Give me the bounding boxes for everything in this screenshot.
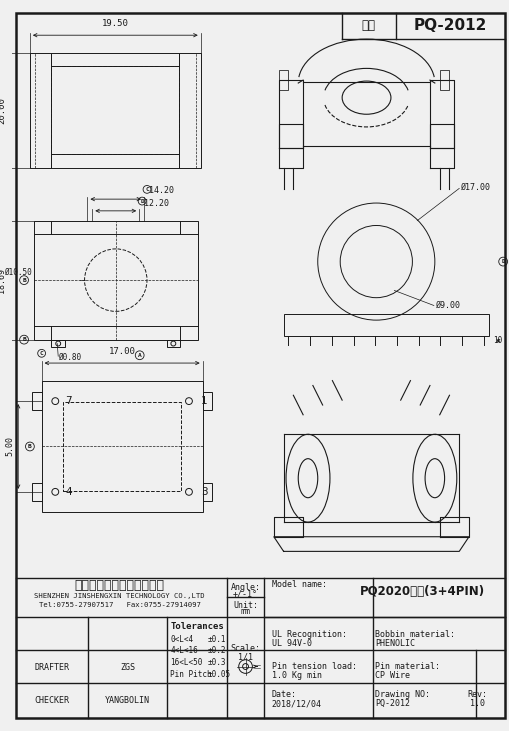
Text: ±0.2: ±0.2: [208, 646, 226, 656]
Text: 4<L<16: 4<L<16: [171, 646, 198, 656]
Text: 1: 1: [201, 396, 207, 406]
Text: ±0.1: ±0.1: [208, 635, 226, 644]
Text: UL 94V-0: UL 94V-0: [272, 639, 312, 648]
Text: B: B: [28, 444, 32, 449]
Text: 18.69: 18.69: [0, 268, 7, 292]
Text: 3: 3: [201, 487, 207, 497]
Text: 17.00: 17.00: [109, 347, 135, 356]
Text: 5.00: 5.00: [5, 436, 14, 456]
Text: Pin Pitch: Pin Pitch: [171, 670, 212, 679]
Text: B: B: [22, 337, 26, 342]
Text: SHENZHEN JINSHENGXIN TECHNOLOGY CO.,LTD: SHENZHEN JINSHENGXIN TECHNOLOGY CO.,LTD: [35, 594, 205, 599]
Text: CP Wire: CP Wire: [375, 671, 410, 680]
Text: Model name:: Model name:: [272, 580, 327, 589]
Text: A: A: [138, 353, 142, 357]
Text: D: D: [501, 259, 505, 264]
Text: 19.50: 19.50: [102, 20, 129, 29]
Bar: [51, 154, 179, 168]
Bar: [203, 483, 212, 501]
Bar: [32, 393, 42, 410]
Text: PQ-2012: PQ-2012: [414, 18, 487, 34]
Bar: [63, 402, 181, 491]
Text: Ø10.50: Ø10.50: [4, 268, 32, 277]
Text: Ø0.80: Ø0.80: [58, 352, 81, 362]
Bar: [440, 70, 449, 90]
Text: 2018/12/04: 2018/12/04: [272, 699, 322, 708]
Text: ±0.3: ±0.3: [208, 658, 226, 667]
Text: 20.00: 20.00: [0, 97, 7, 124]
Text: Tolerances: Tolerances: [171, 622, 224, 631]
Bar: [32, 483, 42, 501]
Text: Ø9.00: Ø9.00: [436, 301, 461, 310]
Text: C: C: [40, 351, 43, 356]
Text: 10: 10: [493, 336, 503, 345]
Text: 1/1: 1/1: [238, 652, 253, 662]
Text: C: C: [145, 187, 149, 192]
Text: Unit:: Unit:: [233, 601, 258, 610]
Text: ±0.05: ±0.05: [208, 670, 231, 679]
Text: Date:: Date:: [272, 690, 297, 700]
Text: Pin tension load:: Pin tension load:: [272, 662, 357, 671]
Text: 型号: 型号: [361, 20, 376, 32]
Bar: [166, 340, 180, 347]
Text: Bobbin material:: Bobbin material:: [375, 630, 456, 639]
Text: 16<L<50: 16<L<50: [171, 658, 203, 667]
Bar: [51, 67, 179, 154]
Text: mm: mm: [241, 607, 250, 616]
Text: YANGBOLIN: YANGBOLIN: [105, 696, 150, 705]
Text: 深圳市金盛鑫科技有限公司: 深圳市金盛鑫科技有限公司: [75, 579, 165, 592]
Text: CHECKER: CHECKER: [35, 696, 70, 705]
Text: +/-1°: +/-1°: [233, 590, 258, 599]
Text: D: D: [140, 199, 144, 204]
Text: PHENOLIC: PHENOLIC: [375, 639, 415, 648]
Text: Rev:: Rev:: [468, 690, 488, 700]
Text: PQ2020卧式(3+4PIN): PQ2020卧式(3+4PIN): [359, 585, 485, 598]
Bar: [42, 381, 203, 512]
Text: Scale:: Scale:: [231, 645, 261, 654]
Text: Drawing NO:: Drawing NO:: [375, 690, 430, 700]
Text: Pin material:: Pin material:: [375, 662, 440, 671]
Text: 1.0: 1.0: [470, 699, 485, 708]
Text: 1.0 Kg min: 1.0 Kg min: [272, 671, 322, 680]
Text: Ø17.00: Ø17.00: [461, 183, 491, 192]
Text: UL Recognition:: UL Recognition:: [272, 630, 347, 639]
Text: ZGS: ZGS: [120, 663, 135, 672]
Bar: [30, 53, 51, 168]
Text: Tel:0755-27907517   Fax:0755-27914097: Tel:0755-27907517 Fax:0755-27914097: [39, 602, 201, 608]
Text: PQ-2012: PQ-2012: [375, 699, 410, 708]
Bar: [179, 53, 201, 168]
Text: DRAFTER: DRAFTER: [35, 663, 70, 672]
Text: 7: 7: [65, 396, 72, 406]
Bar: [279, 70, 289, 90]
Text: 14.20: 14.20: [149, 186, 174, 195]
Bar: [34, 221, 197, 340]
Bar: [51, 340, 65, 347]
Bar: [284, 314, 489, 336]
Text: 12.20: 12.20: [144, 199, 169, 208]
Text: Angle:: Angle:: [231, 583, 261, 592]
Text: 4: 4: [65, 487, 72, 497]
Text: B: B: [22, 278, 26, 283]
Text: 0<L<4: 0<L<4: [171, 635, 193, 644]
Bar: [203, 393, 212, 410]
Bar: [51, 53, 179, 67]
